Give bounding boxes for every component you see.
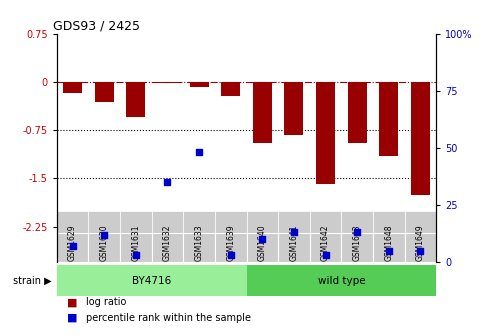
Text: GSM1641: GSM1641 (289, 224, 298, 261)
Point (290, 230, 298, 235)
Bar (310, 211, 341, 243)
Text: GSM1642: GSM1642 (321, 224, 330, 261)
Bar (405, 233, 436, 262)
Bar (246, 211, 278, 243)
Bar (246, 265, 436, 296)
Point (385, 248, 393, 253)
Text: GSM1639: GSM1639 (226, 224, 235, 261)
Bar (348, 82, 367, 143)
Bar (215, 211, 246, 243)
Point (353, 230, 361, 235)
Text: GSM1649: GSM1649 (416, 224, 425, 261)
Text: GSM1648: GSM1648 (385, 224, 393, 261)
Bar (152, 233, 183, 262)
Bar (183, 233, 215, 262)
Bar (189, 82, 209, 87)
Text: GSM1643: GSM1643 (352, 224, 362, 261)
Bar (57, 211, 88, 243)
Text: BY4716: BY4716 (132, 276, 171, 286)
Bar (253, 82, 272, 143)
Bar (215, 233, 246, 262)
Text: GSM1630: GSM1630 (100, 224, 108, 261)
Point (195, 150, 203, 155)
Point (100, 232, 108, 237)
Point (227, 253, 235, 258)
Bar (57, 233, 88, 262)
Point (164, 179, 172, 185)
Point (258, 237, 266, 242)
Bar (310, 233, 341, 262)
Bar (284, 82, 304, 135)
Text: GDS93 / 2425: GDS93 / 2425 (53, 19, 140, 33)
Text: GSM1640: GSM1640 (258, 224, 267, 261)
Bar (341, 233, 373, 262)
Bar (278, 233, 310, 262)
Bar (95, 82, 113, 102)
Bar (316, 82, 335, 183)
Bar (63, 82, 82, 93)
Bar (221, 82, 240, 96)
Bar (278, 211, 310, 243)
Bar (411, 82, 430, 195)
Point (132, 253, 140, 258)
Bar (88, 211, 120, 243)
Point (417, 248, 424, 253)
Bar (380, 82, 398, 156)
Bar (120, 211, 152, 243)
Text: log ratio: log ratio (86, 297, 127, 307)
Text: GSM1632: GSM1632 (163, 224, 172, 261)
Bar (183, 211, 215, 243)
Text: GSM1633: GSM1633 (195, 224, 204, 261)
Bar (405, 211, 436, 243)
Text: strain ▶: strain ▶ (13, 276, 52, 286)
Text: ■: ■ (67, 312, 77, 323)
Bar (246, 233, 278, 262)
Text: wild type: wild type (317, 276, 365, 286)
Bar (120, 233, 152, 262)
Bar (126, 82, 145, 117)
Point (321, 253, 329, 258)
Bar (152, 211, 183, 243)
Bar (373, 211, 405, 243)
Bar (57, 265, 246, 296)
Bar (158, 82, 177, 83)
Bar (341, 211, 373, 243)
Point (69, 243, 76, 249)
Text: GSM1631: GSM1631 (131, 224, 141, 261)
Bar (373, 233, 405, 262)
Text: GSM1629: GSM1629 (68, 224, 77, 261)
Bar (88, 233, 120, 262)
Text: percentile rank within the sample: percentile rank within the sample (86, 312, 251, 323)
Text: ■: ■ (67, 297, 77, 307)
